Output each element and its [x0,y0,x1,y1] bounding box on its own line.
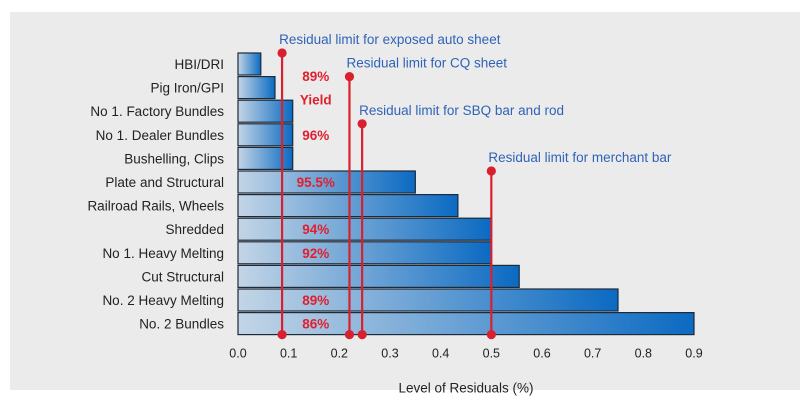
yield-value: 96% [302,128,329,143]
yield-value: 89% [302,293,329,308]
limit-top-dot [486,166,496,176]
x-tick-label: 0.6 [533,347,550,361]
category-label: HBI/DRI [174,57,224,72]
limit-top-dot [344,72,355,82]
limit-label: Residual limit for SBQ bar and rod [359,103,564,118]
bar-2 [237,75,276,100]
x-tick-label: 0.0 [229,347,246,361]
x-tick-label: 0.9 [685,347,702,361]
bar-10 [237,264,520,288]
x-tick-label: 0.1 [280,347,297,361]
x-tick-label: 0.3 [381,347,398,361]
limit-label: Residual limit for exposed auto sheet [279,32,501,47]
category-label: Shredded [165,222,224,237]
bar-12 [237,312,695,336]
x-axis-label: Level of Residuals (%) [398,381,533,396]
yield-labels: 89% 96% 95.5% 94% 92% 89% 86% Yield [297,69,335,332]
category-label: Pig Iron/GPI [150,81,224,96]
category-label: No. 2 Heavy Melting [102,293,224,308]
limit-top-dot [357,119,367,129]
category-label: No 1. Factory Bundles [90,104,224,119]
limit-bottom-dot [344,330,355,340]
yield-value: 94% [302,222,329,237]
limit-top-dot [277,48,287,58]
yield-value: 86% [302,317,329,332]
category-label: Railroad Rails, Wheels [87,199,224,214]
x-tick-label: 0.8 [635,347,652,361]
bar-3 [237,99,294,123]
yield-value: 92% [302,246,329,261]
category-labels: HBI/DRI Pig Iron/GPI No 1. Factory Bundles… [87,57,224,332]
x-tick-label: 0.2 [331,347,348,361]
yield-value: 95.5% [297,175,335,190]
limit-lines: Residual limit for exposed auto sheet Res… [277,32,672,340]
x-tick-label: 0.4 [432,347,449,361]
bar-7 [237,194,459,218]
category-label: No 1. Dealer Bundles [96,128,225,143]
bar-11 [237,288,619,312]
yield-title: Yield [300,92,332,107]
limit-bottom-dot [357,330,367,340]
bar-4 [237,123,294,147]
bar-group [237,52,695,336]
limit-label: Residual limit for merchant bar [488,150,672,165]
bar-5 [237,146,294,170]
limit-bottom-dot [486,330,496,340]
bar-9 [237,241,492,265]
limit-bottom-dot [277,330,287,340]
limit-label: Residual limit for CQ sheet [346,56,507,71]
x-tick-label: 0.7 [584,347,601,361]
bar-8 [237,217,492,241]
category-label: Plate and Structural [105,175,224,190]
x-tick-label: 0.5 [483,347,500,361]
category-label: Bushelling, Clips [124,151,224,166]
category-label: No. 2 Bundles [139,317,224,332]
category-label: No 1. Heavy Melting [102,246,224,261]
x-ticks: 0.0 0.1 0.2 0.3 0.4 0.5 0.6 0.7 0.8 0.9 [229,347,702,361]
category-label: Cut Structural [141,269,224,284]
yield-value: 89% [302,69,329,84]
bar-1 [237,52,262,76]
